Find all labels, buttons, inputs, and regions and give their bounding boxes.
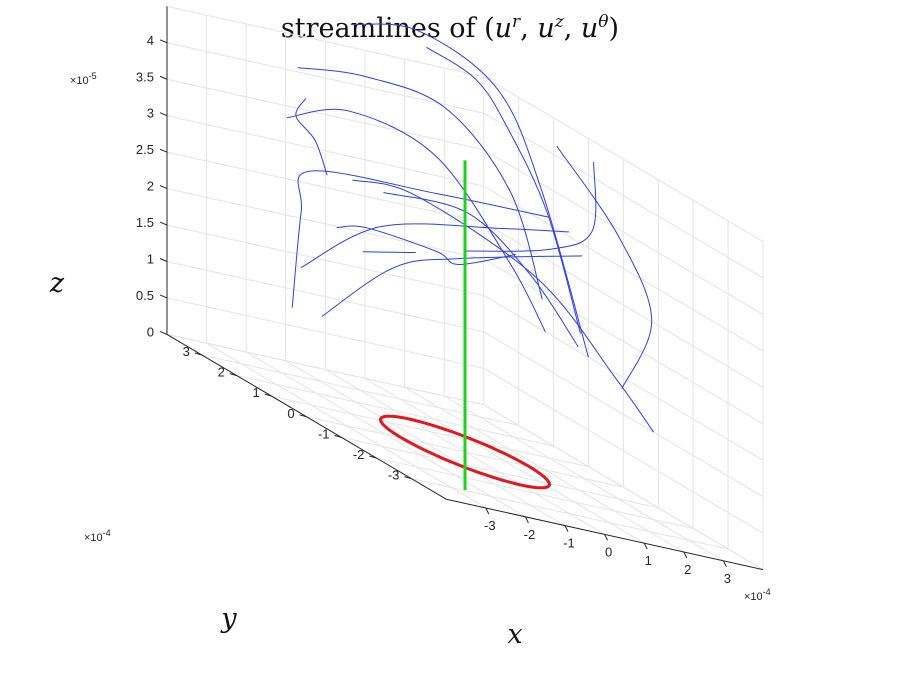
x-tick-mark <box>604 534 609 541</box>
streamline <box>362 251 416 254</box>
x-axis-label: x <box>507 619 522 650</box>
side-wall-grid-line <box>483 258 764 425</box>
y-exponent-label: ×10-4 <box>84 528 111 544</box>
y-tick-mark <box>369 455 377 459</box>
y-tick-mark <box>194 352 203 356</box>
data-layer <box>286 23 655 490</box>
streamline <box>297 67 543 300</box>
x-tick-label: 0 <box>605 544 612 559</box>
z-tick-mark <box>159 294 168 299</box>
x-tick-mark <box>683 551 688 559</box>
x-tick-label: 2 <box>684 562 691 577</box>
x-tick-label: -3 <box>484 518 496 533</box>
z-tick-label: 2.5 <box>136 142 154 157</box>
z-tick-mark <box>159 221 168 226</box>
x-tick-label: -1 <box>563 536 575 551</box>
streamline <box>286 108 546 333</box>
z-tick-mark <box>159 148 168 153</box>
z-tick-label: 3.5 <box>136 69 154 84</box>
z-tick-mark <box>159 330 168 335</box>
z-exponent-label: ×10-5 <box>70 71 97 87</box>
chart-title: streamlines of (ur, uz, uθ) <box>281 12 619 44</box>
y-tick-mark <box>299 414 307 418</box>
z-tick-mark <box>159 39 168 44</box>
z-tick-label: 3 <box>147 106 154 121</box>
streamline <box>465 161 597 252</box>
x-tick-mark <box>643 542 648 550</box>
z-tick-label: 4 <box>147 33 154 48</box>
z-tick-label: 0.5 <box>136 288 154 303</box>
x-tick-mark <box>564 525 569 532</box>
streamline <box>383 192 579 348</box>
x-tick-label: 1 <box>645 553 652 568</box>
back-wall-grid-line <box>166 261 484 333</box>
floor-grid-line <box>411 478 729 550</box>
streamline <box>556 145 653 389</box>
z-tick-label: 0 <box>147 324 154 339</box>
y-tick-mark <box>229 373 237 377</box>
back-wall-grid-line <box>166 115 484 187</box>
streamline <box>336 225 516 266</box>
y-tick-mark <box>334 434 342 438</box>
x-tick-mark <box>485 507 490 515</box>
x-tick-label: -2 <box>524 527 536 542</box>
axis-layer <box>159 6 764 571</box>
y-tick-mark <box>264 393 272 397</box>
streamline <box>352 179 655 433</box>
x-exponent-label: ×10-4 <box>744 587 771 603</box>
side-wall-grid-line <box>483 295 764 461</box>
z-tick-mark <box>159 75 168 80</box>
floor-grid-line <box>341 436 659 509</box>
tick-label-layer: -3 -2 -1 0 1 2 3 -3 -2 -1 0 1 2 3 0 0.5 1 1.5 2 2.5 3 3.5 4 <box>136 33 731 586</box>
z-axis-label: z <box>49 268 65 299</box>
z-tick-mark <box>159 112 168 117</box>
box-edge <box>483 76 764 242</box>
x-tick-label: 3 <box>724 571 731 586</box>
streamline <box>300 223 569 269</box>
y-tick-label: 0 <box>287 406 294 421</box>
streamline <box>321 255 583 317</box>
box-edge <box>166 333 484 406</box>
y-tick-label: 1 <box>252 385 259 400</box>
y-tick-label: -2 <box>353 447 365 462</box>
back-wall-grid-line <box>166 151 484 224</box>
floor-grid-line <box>271 395 589 468</box>
floor-grid-line <box>376 457 694 529</box>
side-wall-grid-line <box>483 149 764 315</box>
back-wall-grid-line <box>166 42 484 114</box>
box-edge <box>166 5 484 78</box>
red-ring <box>378 414 552 490</box>
streamline <box>350 23 589 358</box>
back-wall-grid-line <box>166 188 484 260</box>
back-wall-grid-line <box>166 297 484 369</box>
side-wall-grid-line <box>483 331 764 498</box>
z-tick-label: 1.5 <box>136 215 154 230</box>
y-axis-label: y <box>220 603 237 634</box>
y-tick-label: -3 <box>388 468 400 483</box>
z-tick-mark <box>159 258 168 262</box>
y-tick-label: 2 <box>218 365 225 380</box>
z-tick-label: 1 <box>147 252 154 267</box>
x-tick-mark <box>524 516 529 524</box>
streamline <box>295 98 328 176</box>
box-edge <box>483 404 764 571</box>
back-wall-grid-line <box>166 78 484 151</box>
y-tick-label: 3 <box>183 344 190 359</box>
back-wall-grid-line <box>166 224 484 296</box>
floor-grid-line <box>236 375 554 447</box>
y-tick-label: -1 <box>318 426 330 441</box>
side-wall-grid-line <box>483 367 764 534</box>
z-tick-label: 2 <box>147 179 154 194</box>
side-wall-grid-line <box>483 112 764 279</box>
x-tick-mark <box>722 560 727 568</box>
streamline <box>291 170 550 308</box>
streamline <box>426 46 581 334</box>
z-tick-mark <box>159 185 168 190</box>
y-tick-mark <box>404 476 412 480</box>
